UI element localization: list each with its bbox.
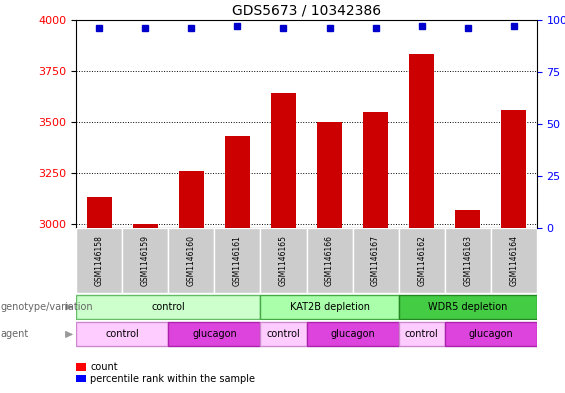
Bar (260, 295, 399, 319)
Text: GSM1146158: GSM1146158 (95, 235, 104, 286)
Text: percentile rank within the sample: percentile rank within the sample (90, 374, 255, 384)
Text: control: control (106, 329, 139, 340)
Bar (491, 228, 537, 293)
Text: GSM1146163: GSM1146163 (463, 235, 472, 286)
Bar (445, 228, 491, 293)
Bar (168, 228, 215, 293)
Text: GSM1146159: GSM1146159 (141, 235, 150, 286)
Bar (260, 322, 307, 347)
Bar (179, 171, 204, 228)
Text: control: control (151, 302, 185, 312)
Bar (225, 136, 250, 228)
Bar (501, 110, 527, 228)
Bar (271, 93, 296, 228)
Text: GSM1146160: GSM1146160 (187, 235, 196, 286)
Bar (76, 322, 168, 347)
Text: WDR5 depletion: WDR5 depletion (428, 302, 507, 312)
Bar (307, 322, 399, 347)
Title: GDS5673 / 10342386: GDS5673 / 10342386 (232, 3, 381, 17)
Bar (317, 122, 342, 228)
Bar (363, 112, 388, 228)
Text: control: control (267, 329, 301, 340)
Bar (215, 228, 260, 293)
Text: glucagon: glucagon (330, 329, 375, 340)
Bar (455, 209, 480, 228)
Text: control: control (405, 329, 438, 340)
Text: count: count (90, 362, 118, 373)
Text: GSM1146165: GSM1146165 (279, 235, 288, 286)
Text: GSM1146166: GSM1146166 (325, 235, 334, 286)
Bar (307, 228, 353, 293)
Text: KAT2B depletion: KAT2B depletion (289, 302, 370, 312)
Text: GSM1146162: GSM1146162 (417, 235, 426, 286)
Bar (86, 197, 112, 228)
Bar (76, 228, 123, 293)
Bar (260, 228, 307, 293)
Text: GSM1146164: GSM1146164 (509, 235, 518, 286)
Bar (123, 228, 168, 293)
Bar (399, 322, 445, 347)
Text: GSM1146167: GSM1146167 (371, 235, 380, 286)
Text: GSM1146161: GSM1146161 (233, 235, 242, 286)
Text: genotype/variation: genotype/variation (1, 302, 93, 312)
Bar (353, 228, 399, 293)
Text: glucagon: glucagon (192, 329, 237, 340)
Bar (133, 224, 158, 228)
Bar (445, 322, 537, 347)
Bar (168, 322, 260, 347)
Bar (409, 54, 434, 228)
Bar (399, 228, 445, 293)
Text: glucagon: glucagon (468, 329, 513, 340)
Text: agent: agent (1, 329, 29, 340)
Bar (76, 295, 260, 319)
Bar (399, 295, 537, 319)
